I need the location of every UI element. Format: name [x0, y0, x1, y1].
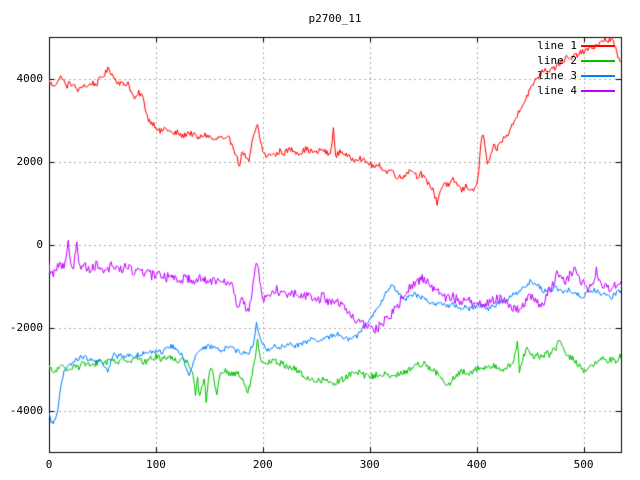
legend-item: line 2: [537, 53, 615, 68]
x-tick-label: 300: [359, 458, 380, 471]
legend-label: line 4: [537, 84, 577, 97]
x-tick-label: 400: [466, 458, 487, 471]
legend-sample-line: [581, 44, 615, 47]
x-tick-label: 0: [45, 458, 53, 471]
x-tick-label: 200: [252, 458, 273, 471]
legend-sample-line: [581, 74, 615, 77]
y-tick-label: 2000: [16, 154, 44, 168]
y-tick-label: 0: [36, 237, 43, 251]
legend-item: line 3: [537, 68, 615, 83]
legend-label: line 1: [537, 39, 577, 52]
legend-item: line 4: [537, 83, 615, 98]
x-tick-label: 100: [145, 458, 166, 471]
legend-label: line 3: [537, 69, 577, 82]
chart-title: p2700_11: [308, 12, 362, 25]
legend: line 1 line 2 line 3 line 4: [537, 38, 615, 98]
x-tick-label: 500: [573, 458, 594, 471]
y-tick-label: -2000: [9, 320, 43, 334]
y-tick-label: 4000: [16, 71, 44, 85]
legend-sample-line: [581, 89, 615, 92]
y-tick-label: -4000: [9, 403, 43, 417]
legend-sample-line: [581, 59, 615, 62]
legend-label: line 2: [537, 54, 577, 67]
legend-item: line 1: [537, 38, 615, 53]
